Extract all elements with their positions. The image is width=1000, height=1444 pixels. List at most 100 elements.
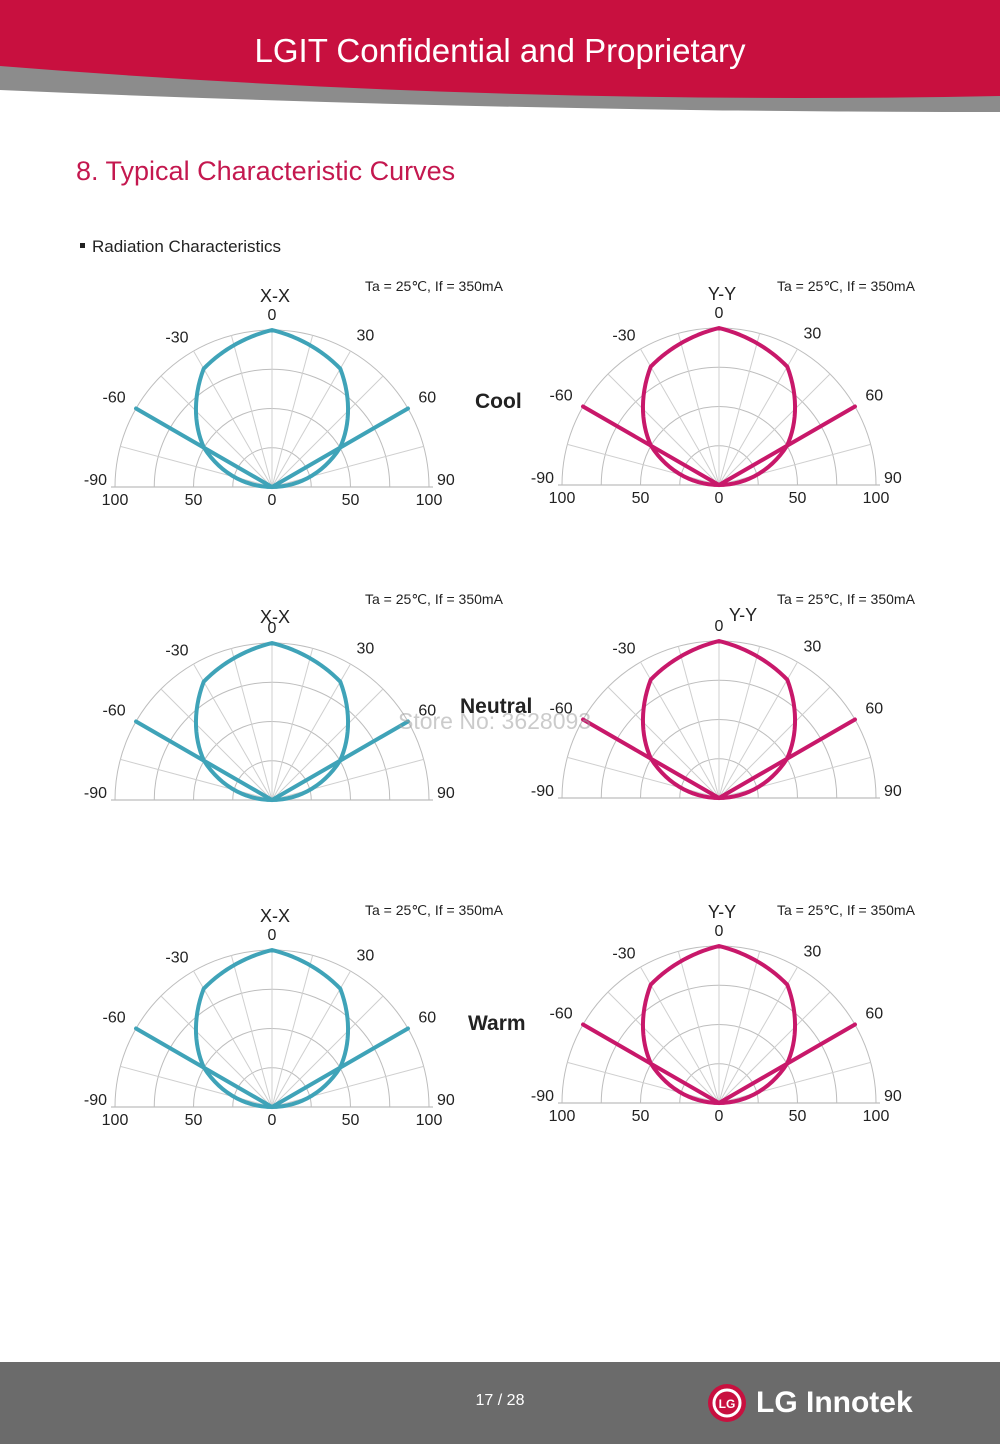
grid-spoke	[120, 758, 273, 801]
angle-label: -30	[165, 329, 188, 346]
angle-label: -90	[531, 783, 554, 800]
header-title: LGIT Confidential and Proprietary	[254, 32, 746, 69]
radial-label: 100	[416, 492, 443, 509]
radial-label: 0	[715, 1108, 724, 1125]
polar-chart-svg: 0 -30 30 -60 60 -90 90 100 50 0 50 100 X-X	[84, 286, 455, 509]
grid-spoke	[718, 951, 761, 1104]
angle-label: 30	[357, 328, 375, 345]
row-label-warm: Warm	[468, 1012, 526, 1035]
angle-label: 0	[268, 307, 277, 324]
section-title: 8. Typical Characteristic Curves	[76, 156, 456, 186]
radial-label: 50	[342, 1112, 360, 1129]
radial-label: 50	[789, 490, 807, 507]
angle-label: -60	[550, 701, 573, 718]
polar-chart-svg: 0 -30 30 -60 60 -90 90 100 50 0 50 100 Y-Y	[531, 284, 902, 507]
row-label-neutral: Neutral	[460, 695, 533, 718]
angle-label: 60	[418, 390, 436, 407]
grid-spoke	[193, 970, 273, 1108]
polar-chart-neutral-x-x: 0 -30 30 -60 60 -90 90 X-X	[82, 600, 462, 860]
grid-spoke	[567, 1061, 720, 1104]
page-number: 17 / 28	[475, 1392, 525, 1409]
angle-label: -90	[84, 1092, 107, 1109]
grid-spoke	[718, 443, 871, 486]
angle-label: 60	[865, 701, 883, 718]
grid-spoke	[677, 951, 720, 1104]
radial-label: 100	[863, 490, 890, 507]
brand-name: LG Innotek	[756, 1386, 913, 1419]
radial-label: 100	[863, 1108, 890, 1125]
angle-label: 90	[884, 783, 902, 800]
grid-spoke	[230, 335, 273, 488]
angle-label: -30	[612, 640, 635, 657]
radial-label: 0	[268, 1112, 277, 1129]
grid-spoke	[271, 375, 384, 488]
grid-spoke	[271, 1065, 424, 1108]
radial-label: 50	[185, 492, 203, 509]
angle-label: 60	[865, 1006, 883, 1023]
chart-condition: Ta = 25℃, If = 350mA	[777, 591, 915, 607]
chart-title: Y-Y	[729, 605, 757, 625]
polar-chart-svg: 0 -30 30 -60 60 -90 90 X-X	[84, 607, 455, 802]
chart-condition: Ta = 25℃, If = 350mA	[365, 591, 503, 607]
brand-logo: LG LG Innotek	[706, 1382, 913, 1424]
radial-label: 50	[632, 490, 650, 507]
angle-label: 60	[865, 388, 883, 405]
grid-spoke	[271, 350, 351, 488]
grid-spoke	[718, 756, 871, 799]
grid-spoke	[640, 661, 720, 799]
angle-label: -30	[165, 949, 188, 966]
angle-label: -60	[550, 1006, 573, 1023]
chart-title: X-X	[260, 607, 290, 627]
radial-label: 100	[102, 1112, 129, 1129]
angle-label: 90	[884, 470, 902, 487]
grid-spoke	[271, 445, 424, 488]
grid-spoke	[271, 995, 384, 1108]
angle-label: 60	[418, 1010, 436, 1027]
angle-label: 0	[715, 923, 724, 940]
grid-spoke	[718, 348, 798, 486]
polar-chart-svg: 0 -30 30 -60 60 -90 90 100 50 0 50 100 X-X	[84, 906, 455, 1129]
grid-spoke	[718, 686, 831, 799]
grid-spoke	[607, 686, 720, 799]
grid-spoke	[271, 970, 351, 1108]
polar-chart-neutral-y-y: 0 -30 30 -60 60 -90 90 Y-Y	[529, 598, 909, 858]
grid-spoke	[271, 955, 314, 1108]
angle-label: 30	[357, 641, 375, 658]
grid-spoke	[193, 663, 273, 801]
grid-spoke	[718, 1061, 871, 1104]
polar-chart-cool-x-x: 0 -30 30 -60 60 -90 90 100 50 0 50 100 X-X	[82, 286, 462, 547]
chart-condition: Ta = 25℃, If = 350mA	[365, 902, 503, 918]
angle-label: 90	[437, 785, 455, 802]
chart-title: X-X	[260, 906, 290, 926]
grid-spoke	[607, 373, 720, 486]
angle-label: -90	[84, 785, 107, 802]
grid-spoke	[567, 756, 720, 799]
grid-spoke	[718, 373, 831, 486]
radial-label: 100	[416, 1112, 443, 1129]
angle-label: 90	[437, 1092, 455, 1109]
row-label-cool: Cool	[475, 390, 522, 413]
chart-title: Y-Y	[708, 902, 736, 922]
angle-label: 30	[804, 639, 822, 656]
grid-spoke	[271, 335, 314, 488]
grid-spoke	[160, 688, 273, 801]
footer: 17 / 28 LG LG Innotek	[0, 1362, 1000, 1444]
angle-label: -90	[531, 470, 554, 487]
grid-spoke	[718, 991, 831, 1104]
angle-label: -30	[612, 945, 635, 962]
banner-background	[0, 0, 1000, 98]
angle-label: -60	[103, 390, 126, 407]
radial-label: 0	[715, 490, 724, 507]
chart-condition: Ta = 25℃, If = 350mA	[365, 278, 503, 294]
grid-spoke	[677, 646, 720, 799]
polar-chart-svg: 0 -30 30 -60 60 -90 90 100 50 0 50 100 Y-Y	[531, 902, 902, 1125]
angle-label: 30	[357, 948, 375, 965]
chart-condition: Ta = 25℃, If = 350mA	[777, 902, 915, 918]
angle-label: 90	[437, 472, 455, 489]
chart-title: X-X	[260, 286, 290, 306]
polar-chart-cool-y-y: 0 -30 30 -60 60 -90 90 100 50 0 50 100 Y-Y	[529, 284, 909, 545]
logo-glyph: LG	[719, 1397, 736, 1411]
radial-label: 50	[789, 1108, 807, 1125]
grid-spoke	[230, 955, 273, 1108]
angle-label: 30	[804, 326, 822, 343]
